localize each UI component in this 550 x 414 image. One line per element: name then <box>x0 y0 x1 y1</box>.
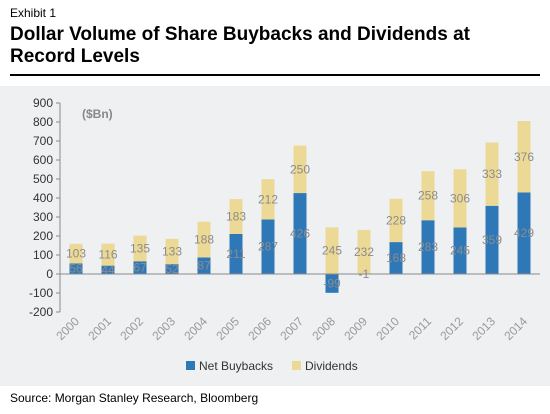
dividend-bar <box>421 171 435 221</box>
buyback-data-label: 52 <box>165 262 179 276</box>
x-tick-label: 2003 <box>149 314 178 343</box>
chart-title: Dollar Volume of Share Buybacks and Divi… <box>10 24 470 67</box>
legend-swatch <box>292 361 301 370</box>
dividend-data-label: 116 <box>98 248 117 262</box>
buyback-bar <box>485 205 499 274</box>
x-tick-label: 2011 <box>406 314 434 342</box>
dividend-data-label: 103 <box>66 247 86 261</box>
x-tick-label: 2012 <box>437 314 466 343</box>
buyback-bar <box>261 219 275 274</box>
dividend-data-label: 258 <box>418 189 438 203</box>
x-tick-label: 2013 <box>469 314 498 343</box>
buyback-bar <box>69 263 83 274</box>
dividend-bar <box>357 229 371 274</box>
buyback-bar <box>325 274 339 293</box>
x-tick-label: 2001 <box>85 314 114 343</box>
y-tick-label: 500 <box>33 172 53 186</box>
x-tick-label: 2004 <box>181 314 210 343</box>
buyback-bar <box>293 193 307 274</box>
dividend-bar <box>517 121 531 193</box>
buyback-bar <box>101 265 115 274</box>
buyback-data-label: 56 <box>69 262 83 276</box>
dividend-bar <box>261 179 275 220</box>
buyback-data-label: 87 <box>197 259 211 273</box>
dividend-data-label: 306 <box>450 191 470 205</box>
buyback-data-label: 359 <box>482 233 502 247</box>
buyback-data-label: 245 <box>450 244 470 258</box>
y-tick-label: 800 <box>33 115 53 129</box>
y-tick-label: -100 <box>29 286 53 300</box>
y-tick-label: -200 <box>29 305 53 319</box>
y-tick-label: 900 <box>33 96 53 110</box>
title-rule <box>10 74 540 76</box>
dividend-bar <box>389 198 403 243</box>
dividend-bar <box>485 142 499 206</box>
dividend-data-label: 188 <box>194 233 214 247</box>
y-tick-label: 400 <box>33 191 53 205</box>
buyback-data-label: 44 <box>101 263 115 277</box>
x-tick-label: 2008 <box>309 314 338 343</box>
dividend-data-label: 250 <box>290 162 310 176</box>
dividend-data-label: 133 <box>162 244 182 258</box>
y-tick-label: 200 <box>33 229 53 243</box>
dividend-data-label: 333 <box>482 167 502 181</box>
x-tick-label: 2014 <box>501 314 530 343</box>
dividend-bar <box>453 169 467 228</box>
dividend-bar <box>69 243 83 264</box>
x-tick-label: 2005 <box>213 314 242 343</box>
buyback-bar <box>165 264 179 274</box>
dividend-bar <box>229 199 243 234</box>
buyback-bar <box>133 261 147 274</box>
dividend-data-label: 183 <box>226 210 246 224</box>
exhibit-label: Exhibit 1 <box>10 6 57 20</box>
buyback-data-label: 168 <box>386 251 406 265</box>
dividend-bar <box>293 145 307 194</box>
buyback-data-label: -99 <box>323 276 341 290</box>
y-tick-label: 300 <box>33 210 53 224</box>
legend-label: Net Buybacks <box>199 359 273 373</box>
x-tick-label: 2010 <box>373 314 402 343</box>
dividend-data-label: 228 <box>386 213 406 227</box>
stacked-bar-chart: -200 -100 0 100 200 300 400 500 600 700 800 900 ($Bn… <box>29 96 540 373</box>
y-tick-label: 0 <box>46 267 53 281</box>
x-tick-label: 2000 <box>53 314 82 343</box>
dividend-bar <box>101 243 115 266</box>
buyback-bar <box>421 220 435 274</box>
dividend-data-label: 245 <box>322 244 342 258</box>
buyback-bar <box>197 257 211 274</box>
dividend-bar <box>133 235 147 262</box>
buyback-bar <box>453 227 467 274</box>
dividend-data-label: 376 <box>514 150 534 164</box>
x-tick-label: 2007 <box>277 314 306 343</box>
buyback-data-label: 287 <box>258 240 278 254</box>
buyback-data-label: 67 <box>133 261 147 275</box>
buyback-data-label: 283 <box>418 240 438 254</box>
x-tick-label: 2006 <box>245 314 274 343</box>
x-tick-label: 2002 <box>117 314 146 343</box>
buyback-data-label: 211 <box>226 247 245 261</box>
legend-label: Dividends <box>305 359 358 373</box>
x-tick-label: 2009 <box>341 314 370 343</box>
dividend-bar <box>197 221 211 258</box>
buyback-bar <box>389 242 403 274</box>
buyback-data-label: 429 <box>514 226 534 240</box>
dividend-data-label: 232 <box>354 245 374 259</box>
buyback-bar <box>517 192 531 274</box>
unit-label: ($Bn) <box>82 107 113 121</box>
buyback-data-label: 426 <box>290 227 310 241</box>
dividend-bar <box>325 227 339 274</box>
y-tick-label: 700 <box>33 134 53 148</box>
legend-swatch <box>186 361 195 370</box>
source-note: Source: Morgan Stanley Research, Bloombe… <box>10 391 259 405</box>
dividend-data-label: 212 <box>258 192 278 206</box>
dividend-data-label: 135 <box>130 241 150 255</box>
y-tick-label: 100 <box>33 248 53 262</box>
y-tick-label: 600 <box>33 153 53 167</box>
buyback-bar <box>229 233 243 274</box>
dividend-bar <box>165 238 179 265</box>
